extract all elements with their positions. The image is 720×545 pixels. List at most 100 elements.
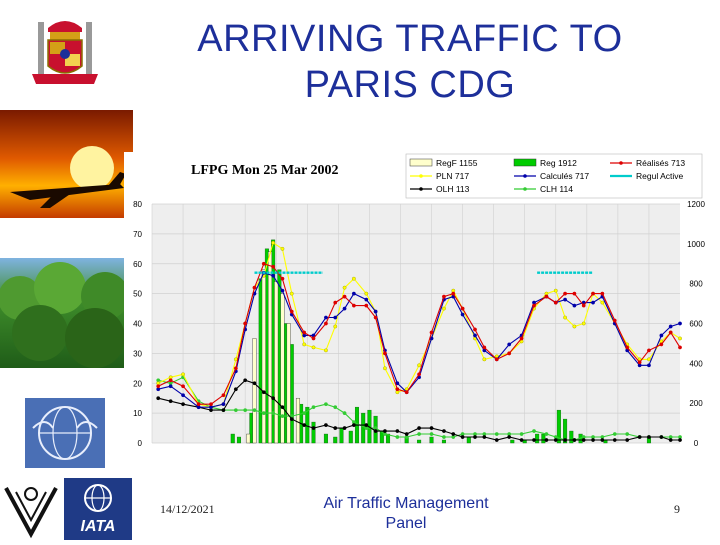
reg-bar bbox=[556, 409, 561, 444]
reg-bar bbox=[429, 436, 434, 444]
pln-point bbox=[181, 372, 185, 377]
legend-marker bbox=[523, 174, 527, 178]
realises-point bbox=[429, 330, 434, 335]
realises-point bbox=[563, 291, 567, 296]
olh-point bbox=[451, 432, 456, 436]
reg-bar bbox=[230, 433, 235, 444]
olh-point bbox=[429, 426, 434, 430]
y-right-tick-label: 200 bbox=[689, 399, 703, 408]
olh-point bbox=[342, 426, 347, 430]
clh-point bbox=[280, 414, 285, 419]
legend-label: PLN 717 bbox=[436, 171, 469, 181]
y-right-tick-label: 0 bbox=[694, 439, 699, 448]
realises-point bbox=[553, 300, 558, 305]
realises-point bbox=[364, 303, 369, 308]
realises-point bbox=[209, 402, 213, 407]
reg-bar bbox=[510, 439, 515, 444]
calcules-point bbox=[460, 312, 465, 317]
regf-bar bbox=[274, 281, 279, 444]
y-left-tick-label: 80 bbox=[133, 200, 142, 209]
forest-image bbox=[0, 258, 133, 368]
icao-logo bbox=[25, 398, 105, 468]
calcules-point bbox=[333, 315, 338, 320]
reg-bar bbox=[541, 433, 546, 444]
iaaia-logo bbox=[0, 478, 62, 540]
page-number: 9 bbox=[674, 502, 680, 516]
pln-point bbox=[572, 324, 577, 329]
slide-title-line2: PARIS CDG bbox=[304, 64, 516, 106]
olh-point bbox=[647, 435, 651, 439]
olh-point bbox=[351, 423, 356, 427]
spain-coat-of-arms-logo bbox=[32, 21, 98, 84]
legend-swatch bbox=[513, 158, 537, 167]
footer-date: 14/12/2021 bbox=[160, 502, 215, 516]
realises-point bbox=[417, 372, 422, 377]
realises-point bbox=[324, 321, 328, 326]
olh-point bbox=[311, 426, 316, 430]
calcules-point bbox=[271, 273, 276, 278]
olh-point bbox=[625, 438, 630, 442]
realises-point bbox=[383, 351, 387, 356]
reg-bar bbox=[441, 439, 446, 444]
olh-point bbox=[659, 435, 664, 439]
olh-point bbox=[494, 438, 499, 442]
pln-point bbox=[364, 291, 369, 296]
olh-point bbox=[519, 438, 524, 442]
pln-point bbox=[383, 366, 387, 371]
y-left-tick-label: 30 bbox=[133, 349, 142, 358]
olh-point bbox=[271, 396, 276, 401]
realises-point bbox=[342, 294, 347, 299]
olh-point bbox=[289, 417, 294, 421]
realises-point bbox=[404, 390, 409, 395]
legend-marker bbox=[619, 161, 623, 165]
realises-point bbox=[600, 291, 605, 296]
reg-bar bbox=[339, 427, 344, 444]
footer-title-line1: Air Traffic Management bbox=[323, 495, 489, 512]
realises-point bbox=[289, 309, 294, 314]
calcules-point bbox=[373, 309, 378, 314]
calcules-point bbox=[572, 303, 577, 308]
olh-point bbox=[532, 438, 536, 442]
calcules-point bbox=[591, 300, 595, 305]
realises-point bbox=[196, 402, 201, 407]
realises-point bbox=[243, 321, 248, 326]
regf-bar bbox=[252, 338, 257, 444]
clh-point bbox=[311, 405, 316, 410]
iata-logo: IATA bbox=[64, 478, 132, 540]
legend-marker bbox=[523, 187, 527, 191]
clh-point bbox=[271, 411, 276, 416]
legend-label: RegF 1155 bbox=[436, 158, 478, 168]
realises-point bbox=[221, 393, 226, 398]
olh-point bbox=[668, 438, 673, 442]
legend-label: OLH 113 bbox=[436, 184, 470, 194]
calcules-point bbox=[168, 384, 173, 389]
clh-point bbox=[532, 429, 536, 433]
olh-point bbox=[243, 378, 248, 383]
reg-bar bbox=[333, 436, 338, 444]
legend-marker bbox=[419, 174, 423, 178]
realises-point bbox=[581, 303, 586, 308]
calcules-point bbox=[181, 393, 185, 398]
calcules-point bbox=[678, 321, 682, 326]
y-right-tick-label: 1000 bbox=[687, 240, 705, 249]
realises-point bbox=[659, 342, 664, 347]
regf-bar bbox=[261, 269, 266, 444]
calcules-point bbox=[647, 363, 651, 368]
y-right-tick-label: 1200 bbox=[687, 200, 705, 209]
y-left-tick-label: 50 bbox=[133, 290, 142, 299]
y-left-tick-label: 20 bbox=[133, 379, 142, 388]
y-right-tick-label: 400 bbox=[689, 359, 703, 368]
clh-point bbox=[252, 408, 257, 413]
realises-point bbox=[572, 291, 577, 296]
y-right-tick-label: 800 bbox=[689, 280, 703, 289]
arrivals-chart: LFPG Mon 25 Mar 200201020304050607080020… bbox=[124, 152, 720, 454]
realises-point bbox=[647, 348, 651, 353]
realises-point bbox=[625, 345, 630, 350]
olh-point bbox=[473, 435, 477, 439]
pln-point bbox=[311, 345, 316, 350]
iata-logo-text: IATA bbox=[81, 518, 116, 535]
regf-bar bbox=[246, 433, 251, 444]
olh-point bbox=[553, 438, 558, 442]
olh-point bbox=[637, 435, 642, 439]
clh-point bbox=[612, 432, 617, 436]
